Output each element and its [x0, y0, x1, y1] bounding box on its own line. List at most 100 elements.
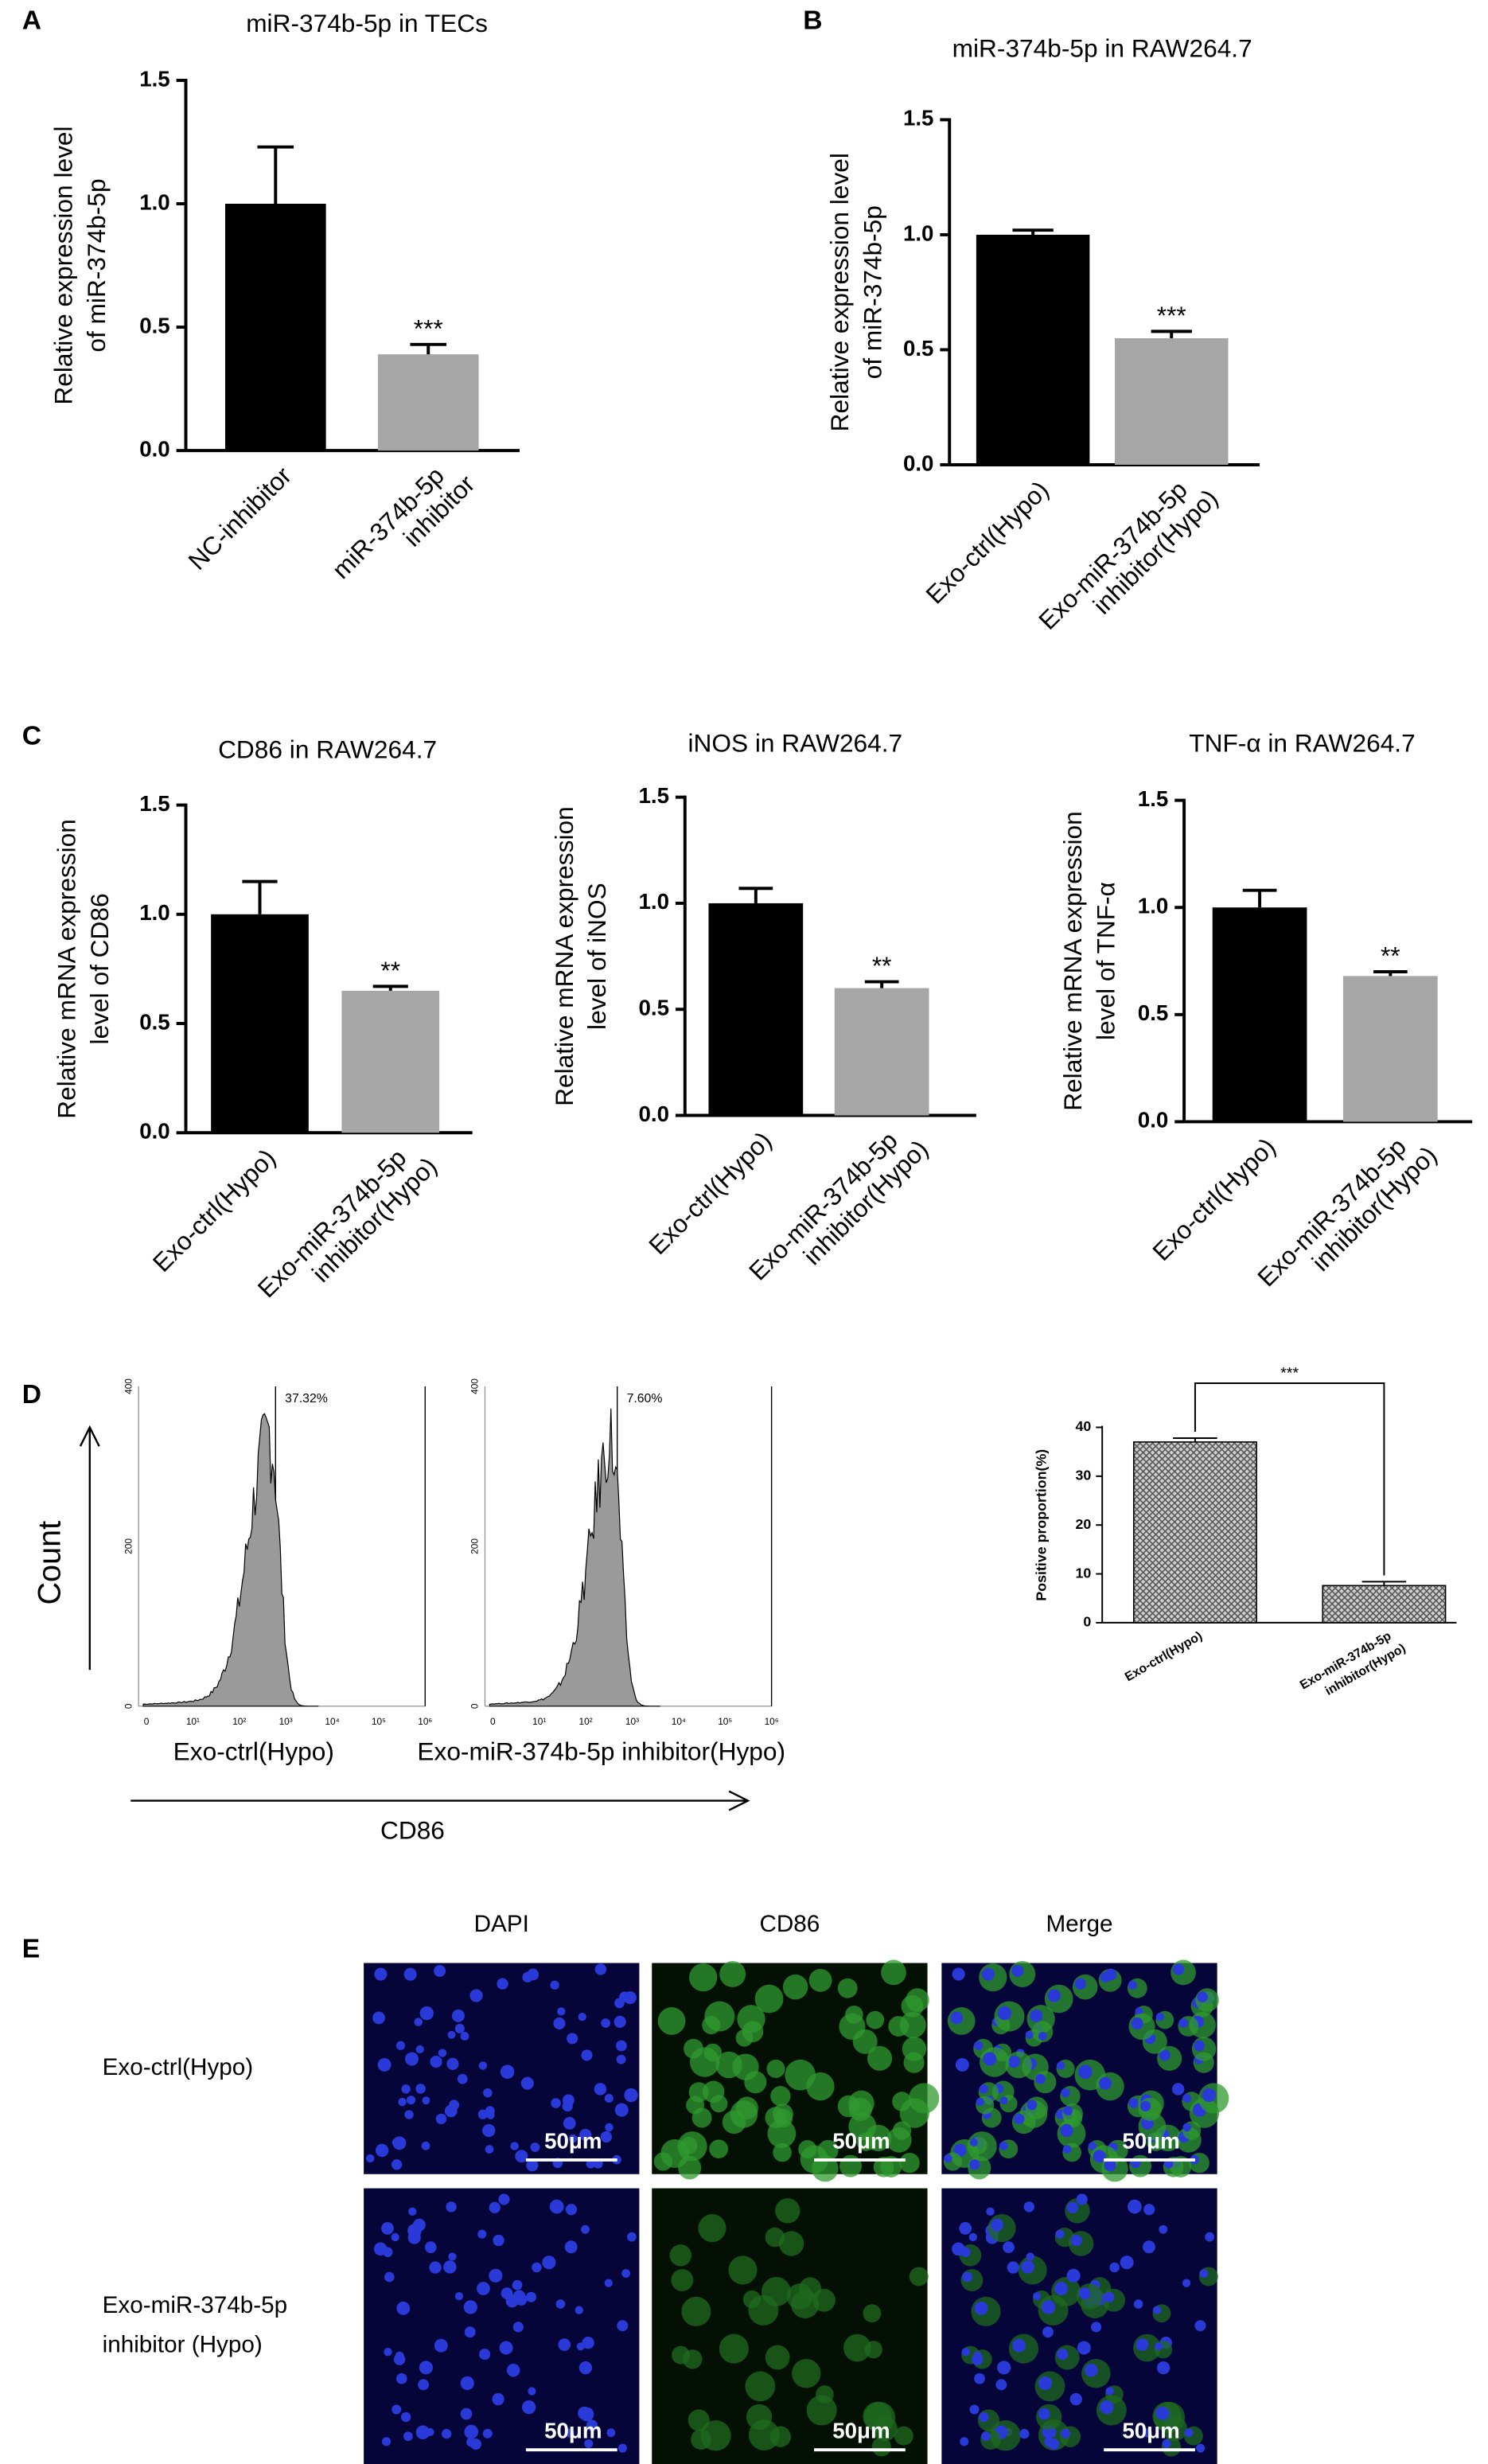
nucleus — [407, 2231, 421, 2244]
green-signal — [775, 2198, 800, 2224]
nucleus — [1105, 2387, 1114, 2396]
nucleus — [424, 2241, 437, 2254]
nucleus — [1091, 2322, 1102, 2333]
green-signal — [698, 2214, 726, 2243]
bar — [377, 354, 479, 451]
y-tick-label: 0.0 — [139, 1119, 169, 1144]
y-tick-label: 0 — [1083, 1614, 1091, 1630]
nucleus — [1069, 2392, 1082, 2406]
nucleus — [1057, 2349, 1069, 2361]
nucleus — [528, 2387, 536, 2396]
nucleus — [1202, 2088, 1216, 2103]
nucleus — [944, 2154, 952, 2163]
nucleus — [950, 2011, 964, 2025]
nucleus — [1055, 2229, 1065, 2239]
y-axis-label: level of iNOS — [582, 883, 611, 1030]
green-signal — [765, 2345, 790, 2370]
nucleus — [1066, 2201, 1079, 2214]
nucleus — [448, 2252, 457, 2261]
green-signal — [653, 2152, 672, 2171]
scale-bar-label: 50μm — [1122, 2419, 1179, 2443]
scale-bar-label: 50μm — [832, 2128, 890, 2153]
nucleus — [373, 2242, 388, 2256]
nucleus — [961, 2347, 970, 2357]
green-signal — [709, 2139, 729, 2159]
scale-bar-label: 50μm — [544, 2419, 602, 2443]
nucleus — [1060, 2123, 1073, 2138]
green-signal — [722, 2110, 746, 2135]
nucleus — [969, 2404, 980, 2415]
panel-letter: E — [22, 1935, 40, 1964]
nucleus — [404, 2110, 414, 2119]
green-signal — [770, 2085, 791, 2107]
x-tick-label: Exo-ctrl(Hypo) — [920, 475, 1054, 610]
nucleus — [401, 2084, 411, 2094]
nucleus — [1042, 2326, 1054, 2338]
green-signal — [772, 2103, 793, 2125]
nucleus — [1162, 2439, 1171, 2448]
nucleus — [606, 2428, 616, 2438]
nucleus — [1038, 2032, 1047, 2041]
nucleus — [952, 1967, 965, 1981]
nucleus — [1007, 2055, 1020, 2068]
green-signal — [681, 2296, 711, 2326]
nucleus — [525, 2291, 537, 2302]
nucleus — [415, 2425, 430, 2440]
nucleus — [1182, 2123, 1191, 2132]
green-signal — [848, 2097, 872, 2121]
flow-x-tick-label: 10¹ — [186, 1716, 200, 1727]
nucleus — [955, 2057, 969, 2072]
flow-x-label: CD86 — [380, 1816, 445, 1845]
green-signal — [669, 2244, 692, 2267]
flow-x-tick-label: 0 — [490, 1716, 496, 1727]
nucleus — [974, 2372, 985, 2384]
nucleus — [443, 2260, 457, 2274]
significance: *** — [414, 314, 443, 342]
nucleus — [626, 2232, 637, 2242]
nucleus — [1030, 2009, 1043, 2022]
y-tick-label: 1.5 — [139, 66, 169, 91]
green-signal — [812, 2288, 836, 2312]
nucleus — [986, 2207, 995, 2216]
arrow — [79, 1425, 100, 1671]
nucleus — [1143, 2428, 1152, 2438]
green-signal — [909, 2083, 940, 2114]
nucleus — [617, 2320, 629, 2332]
y-axis-label: level of CD86 — [85, 893, 114, 1044]
green-signal — [843, 2333, 871, 2362]
y-tick-label: 1.0 — [903, 220, 933, 245]
nucleus — [382, 2437, 391, 2446]
nucleus — [377, 2057, 391, 2072]
green-signal — [786, 2283, 813, 2310]
nucleus — [384, 2347, 392, 2357]
nucleus — [614, 2015, 626, 2029]
scale-bar-label: 50μm — [1122, 2128, 1179, 2153]
nucleus — [489, 2201, 501, 2214]
nucleus — [624, 2088, 638, 2103]
panel-letter: D — [22, 1380, 41, 1409]
nucleus — [449, 2099, 460, 2111]
flow-y-tick-label: 200 — [469, 1538, 481, 1554]
nucleus — [412, 2218, 426, 2232]
x-tick-label: Exo-ctrl(Hypo) — [147, 1143, 281, 1277]
nucleus — [1078, 2287, 1091, 2300]
green-signal — [710, 2095, 728, 2113]
scale-bar-label: 50μm — [832, 2419, 890, 2443]
y-axis-label: of miR-374b-5p — [858, 205, 886, 379]
nucleus — [1078, 2064, 1093, 2080]
y-axis-label: Relative expression level — [825, 153, 854, 431]
green-signal — [894, 2426, 913, 2446]
nucleus — [962, 2271, 972, 2283]
nucleus — [1023, 2201, 1035, 2213]
nucleus — [1063, 2106, 1073, 2116]
nucleus — [995, 2379, 1007, 2391]
green-signal — [839, 2154, 862, 2177]
nucleus — [979, 2411, 989, 2423]
nucleus — [393, 2353, 406, 2365]
nucleus — [403, 1967, 417, 1981]
nucleus — [395, 2372, 407, 2384]
nucleus — [381, 2222, 394, 2235]
nucleus — [1035, 2073, 1046, 2084]
green-signal — [691, 2429, 711, 2450]
